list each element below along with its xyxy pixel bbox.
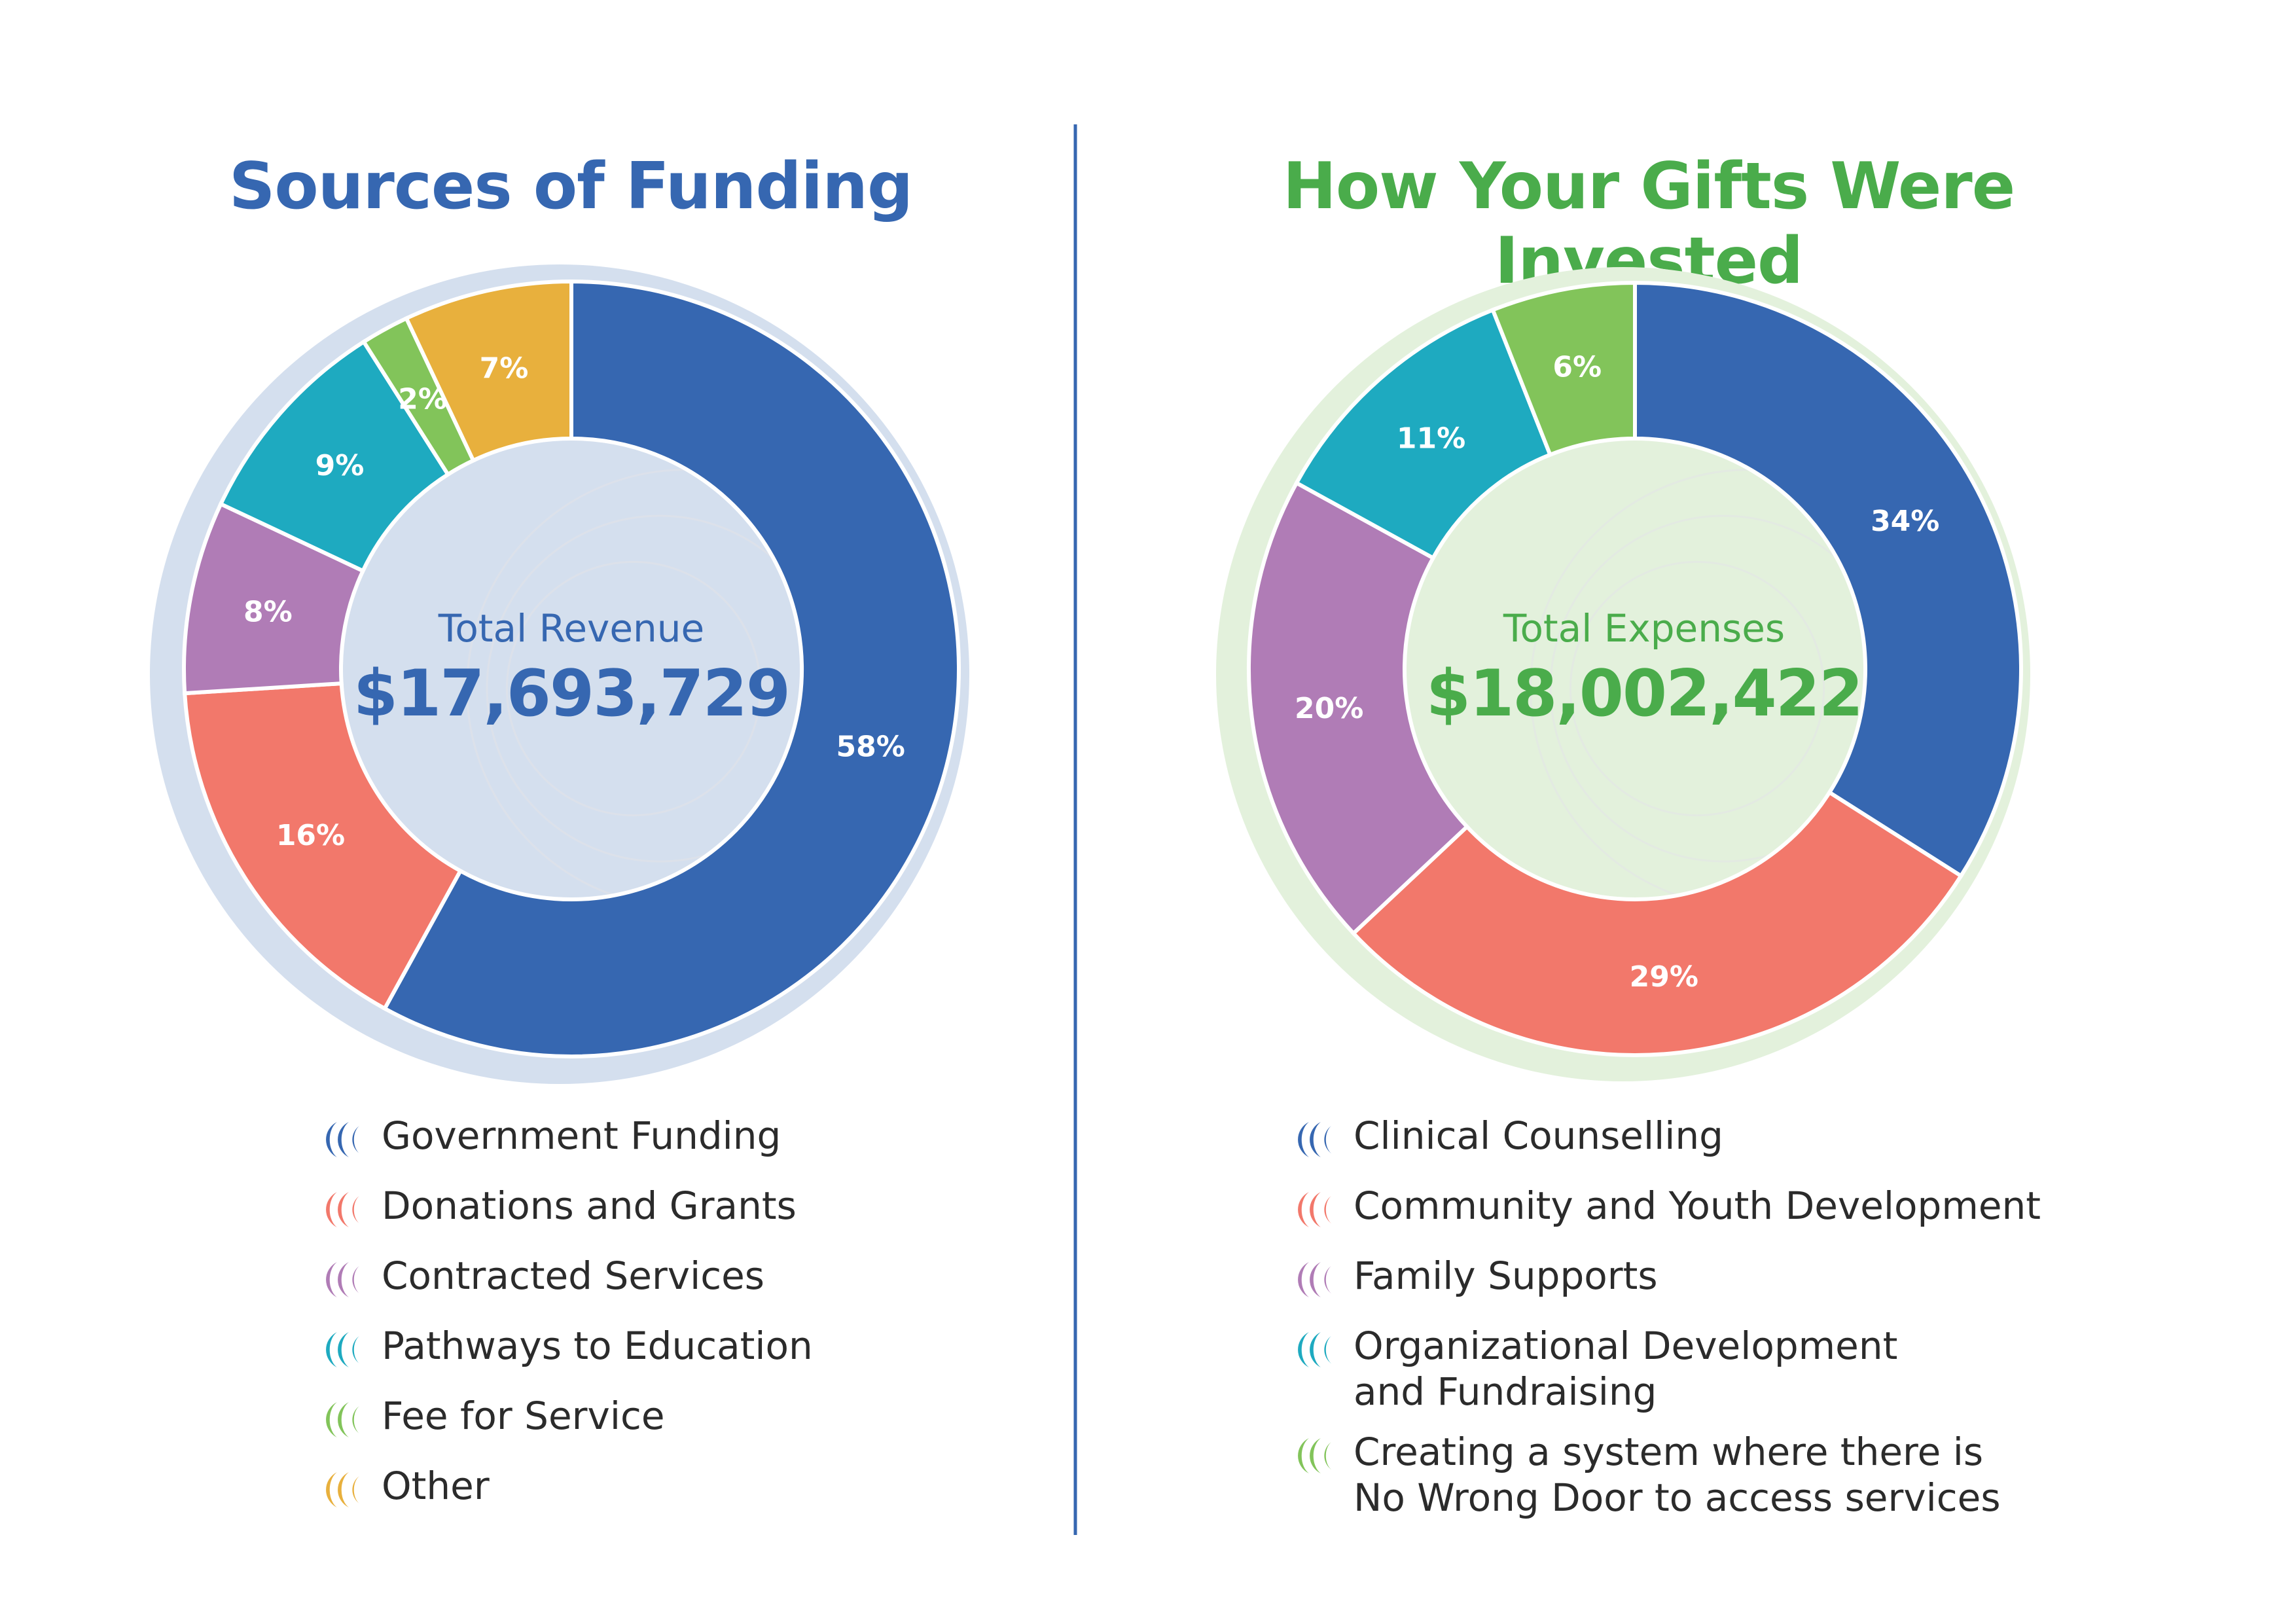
funding-slice-donations-and-grants <box>182 681 463 1011</box>
legend-label: Government Funding <box>382 1113 781 1159</box>
legend-label-line: Creating a system where there is <box>1354 1430 1984 1474</box>
funding-slice-other <box>403 279 573 463</box>
legend-label-line: Community and Youth Development <box>1354 1183 2041 1228</box>
legend-label-line: Government Funding <box>382 1113 781 1158</box>
legend-label: Creating a system where there is No Wrong… <box>1354 1429 2001 1521</box>
legend-swatch-icon <box>326 1332 359 1367</box>
total-expenses-label: Total Expenses <box>1503 606 1785 651</box>
legend-label-line: Other <box>382 1464 490 1508</box>
total-revenue-value: $17,693,729 <box>353 657 791 731</box>
legend-label: Community and Youth Development <box>1354 1183 2041 1229</box>
funding-label-government-funding: 58% <box>836 730 905 763</box>
legend-label: Contracted Services <box>382 1253 764 1299</box>
legend-swatch-icon <box>326 1262 359 1297</box>
investment-slice-clinical-counselling <box>1633 280 2023 879</box>
legend-label-line: Donations and Grants <box>382 1183 797 1228</box>
legend-swatch-icon <box>1298 1332 1331 1367</box>
legend-swatch-icon <box>326 1402 359 1437</box>
funding-label-donations-and-grants: 16% <box>276 819 345 852</box>
legend-label: Organizational Development and Fundraisin… <box>1354 1323 1897 1415</box>
funding-label-fee-for-service: 2% <box>398 382 447 416</box>
investment-donut-chart: 34% 29% 20% 11% 6% <box>1216 267 2030 1081</box>
investment-label-creating-a-system-where-there-is-no-wrong-door-to-access-services: 6% <box>1552 350 1602 384</box>
legend-label-line: Contracted Services <box>382 1254 765 1298</box>
legend-label-line: Family Supports <box>1354 1254 1658 1298</box>
legend-label: Fee for Service <box>382 1393 665 1439</box>
investment-label-clinical-counselling: 34% <box>1871 505 1939 538</box>
legend-label-line: and Fundraising <box>1354 1369 1657 1414</box>
legend-swatch-icon <box>326 1122 359 1157</box>
legend-label-line: Organizational Development <box>1354 1324 1898 1368</box>
legend-swatch-icon <box>1298 1262 1331 1297</box>
investment-slice-creating-a-system-where-there-is-no-wrong-door-to-access-services <box>1490 280 1637 458</box>
legend-label: Donations and Grants <box>382 1183 797 1229</box>
legend-label-line: No Wrong Door to access services <box>1354 1475 2001 1520</box>
legend-swatch-icon <box>326 1192 359 1227</box>
funding-label-contracted-services: 8% <box>243 596 293 629</box>
legend-label: Clinical Counselling <box>1354 1113 1723 1159</box>
investment-slice-family-supports <box>1247 480 1470 937</box>
legend-swatch-icon <box>1298 1438 1331 1473</box>
investment-slice-community-and-youth-development <box>1350 789 1964 1057</box>
investment-slice-organizational-development-and-fundraising <box>1293 307 1553 561</box>
funding-label-other: 7% <box>480 352 529 385</box>
legend-label-line: Clinical Counselling <box>1354 1113 1723 1158</box>
investment-label-community-and-youth-development: 29% <box>1630 960 1698 994</box>
investment-label-family-supports: 20% <box>1295 692 1363 725</box>
investment-label-organizational-development-and-fundraising: 11% <box>1397 422 1465 456</box>
legend-label-line: Pathways to Education <box>382 1324 813 1368</box>
investment-title: How Your Gifts Were Invested <box>1282 149 2015 298</box>
total-revenue-label: Total Revenue <box>438 606 705 651</box>
total-expenses-value: $18,002,422 <box>1426 657 1863 731</box>
funding-donut-chart: 58% 16% 8% 9% 2% 7% <box>150 264 969 1084</box>
funding-title: Sources of Funding <box>228 149 913 224</box>
legend-label: Pathways to Education <box>382 1323 813 1369</box>
legend-swatch-icon <box>326 1472 359 1507</box>
legend-swatch-icon <box>1298 1192 1331 1227</box>
funding-label-pathways-to-education: 9% <box>315 449 365 482</box>
legend-label-line: Fee for Service <box>382 1394 665 1438</box>
legend-label: Family Supports <box>1354 1253 1658 1299</box>
legend-swatch-icon <box>1298 1122 1331 1157</box>
legend-label: Other <box>382 1463 490 1509</box>
funding-slice-government-funding <box>382 279 961 1058</box>
